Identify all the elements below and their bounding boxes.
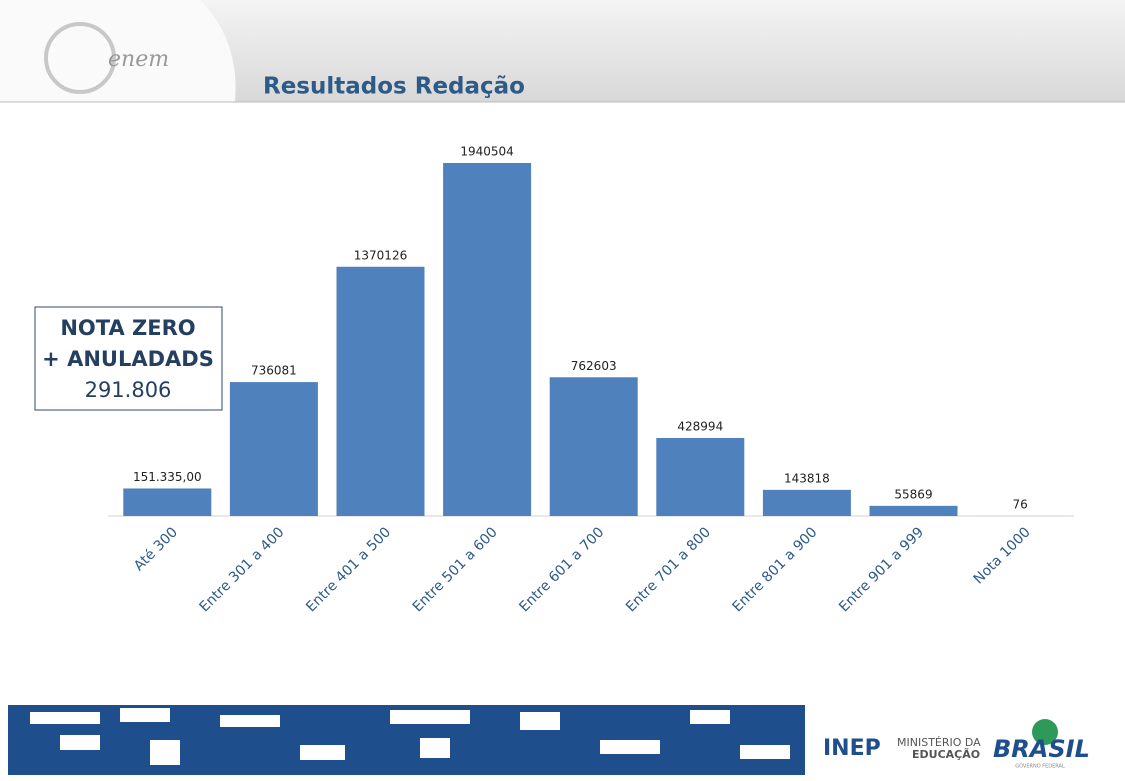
data-label: 1370126 [354,248,407,262]
annotation-line: 291.806 [85,378,172,402]
footer-pattern [30,712,100,724]
footer-pattern [690,710,730,724]
logo-text: enem [108,47,169,72]
data-label: 55869 [894,487,932,501]
chart-title: Resultados Redação [263,74,525,100]
bar [763,490,851,516]
annotation-line: + ANULADADS [42,347,214,371]
footer-pattern [390,710,470,724]
bar [656,438,744,516]
bar [550,377,638,516]
data-label: 143818 [784,471,830,485]
annotation-line: NOTA ZERO [60,316,195,340]
inep-logo: INEP [823,736,881,761]
footer-pattern [300,745,345,760]
data-label: 76 [1012,497,1027,511]
government-text: GOVERNO FEDERAL [1015,764,1065,770]
data-label: 736081 [251,364,297,378]
footer-pattern [220,715,280,727]
footer-pattern [150,740,180,765]
bar [123,488,211,516]
bar [337,267,425,516]
ministry-text: EDUCAÇÃO [912,748,980,761]
bar [870,506,958,516]
footer-pattern [60,735,100,750]
footer: INEP MINISTÉRIO DA EDUCAÇÃO BRASIL GOVER… [8,705,1118,775]
bar [230,382,318,516]
data-label: 151.335,00 [133,470,202,484]
brasil-logo: BRASIL [993,735,1090,763]
bar [443,163,531,516]
data-label: 428994 [677,419,723,433]
footer-pattern [600,740,660,754]
footer-pattern [120,708,170,722]
footer-pattern [740,745,790,759]
data-label: 1940504 [460,145,513,159]
footer-pattern [420,738,450,758]
data-label: 762603 [571,359,617,373]
footer-pattern [520,712,560,730]
